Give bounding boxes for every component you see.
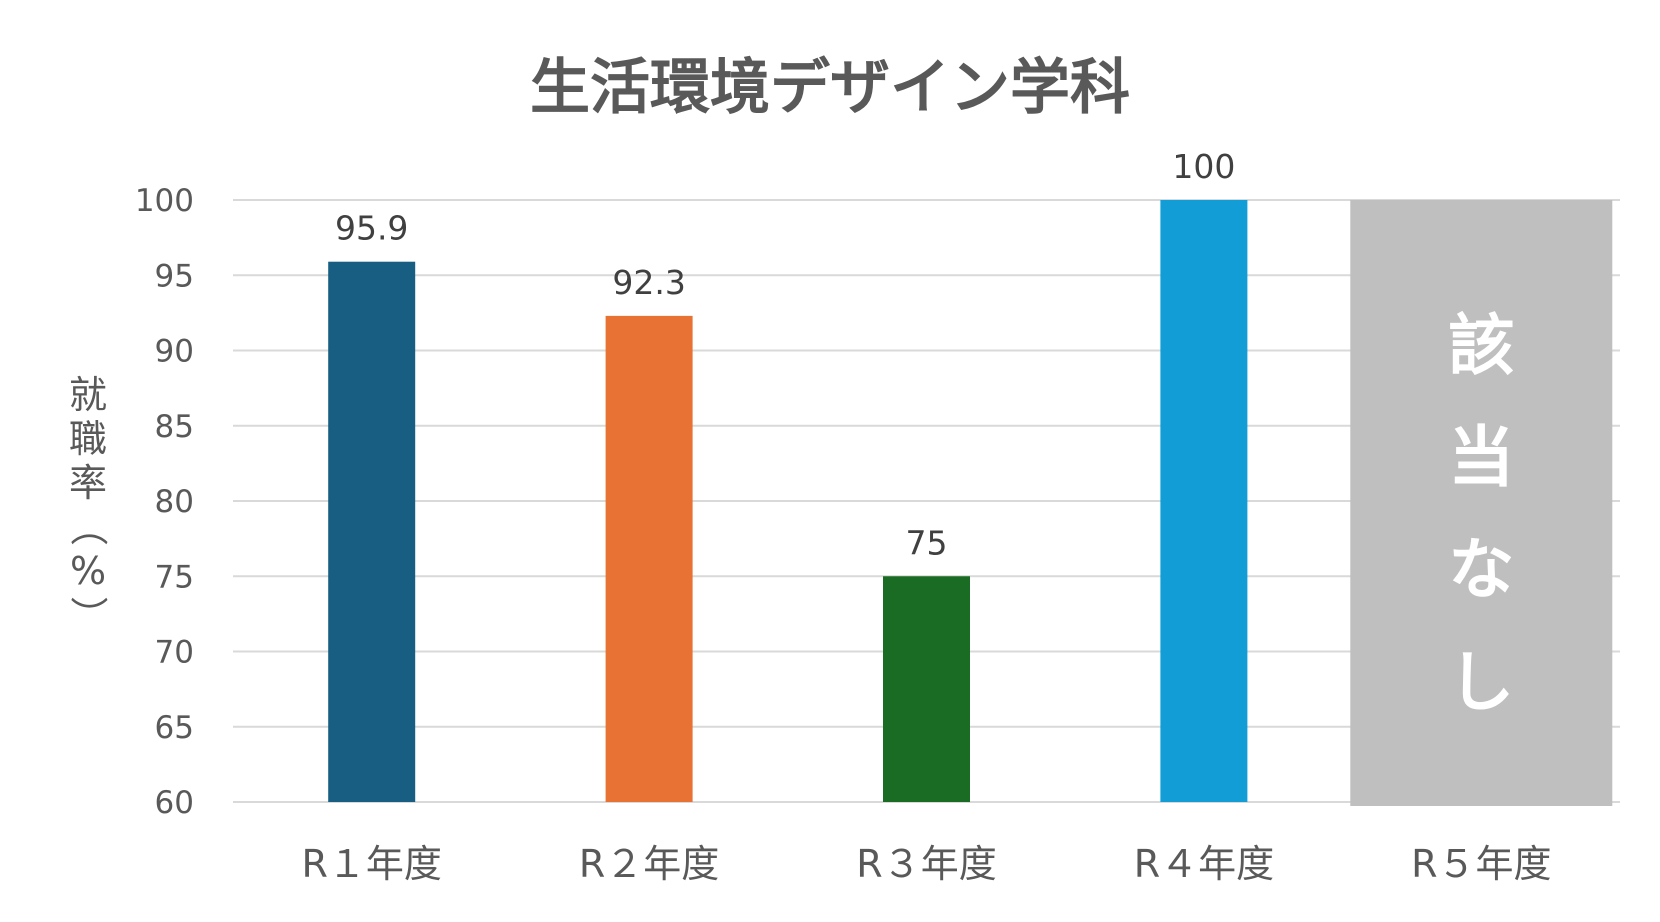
not-applicable-char: 該 (1448, 307, 1514, 384)
x-category-label: R２年度 (579, 842, 719, 886)
x-category-label: R４年度 (1134, 842, 1274, 886)
data-label: 100 (1172, 147, 1235, 186)
y-tick-label: 85 (155, 409, 194, 445)
not-applicable-char: し (1448, 644, 1514, 721)
y-tick-label: 95 (155, 258, 194, 294)
not-applicable-box (1350, 200, 1613, 806)
y-tick-label: 75 (155, 559, 194, 595)
y-axis-label-char: % (70, 549, 106, 593)
bar (605, 315, 693, 802)
y-axis-ticks: 60 65 70 75 80 85 90 95 100 (135, 183, 194, 821)
x-axis-categories: R１年度 R２年度 R３年度 R４年度 R５年度 (301, 842, 1551, 886)
y-axis-label-char: 率 (69, 461, 107, 505)
data-label: 95.9 (335, 209, 408, 248)
y-axis-label-char: 就 (69, 373, 107, 417)
bar (328, 261, 416, 803)
y-axis-label-char: （ (66, 508, 110, 546)
x-category-label: R５年度 (1411, 842, 1551, 886)
y-tick-label: 60 (155, 785, 194, 821)
y-tick-label: 80 (155, 484, 194, 520)
x-category-label: R１年度 (301, 842, 441, 886)
chart-title: 生活環境デザイン学科 (530, 53, 1130, 123)
grid-lines (233, 199, 1620, 803)
y-axis-label-char: ） (66, 596, 110, 634)
not-applicable-char: 当 (1448, 419, 1514, 496)
data-label: 92.3 (612, 263, 685, 302)
bar (1160, 200, 1248, 802)
y-tick-label: 90 (155, 334, 194, 370)
y-tick-label: 100 (135, 183, 194, 219)
y-axis-label-char: 職 (69, 417, 107, 461)
x-category-label: R３年度 (856, 842, 996, 886)
not-applicable-char: な (1448, 531, 1514, 608)
data-label: 75 (906, 523, 948, 562)
y-axis-label: 就職率（%） (66, 373, 110, 634)
data-labels: 95.9 92.3 75 100 (335, 147, 1235, 562)
y-tick-label: 70 (155, 635, 194, 671)
y-tick-label: 65 (155, 710, 194, 746)
bar (883, 576, 970, 802)
